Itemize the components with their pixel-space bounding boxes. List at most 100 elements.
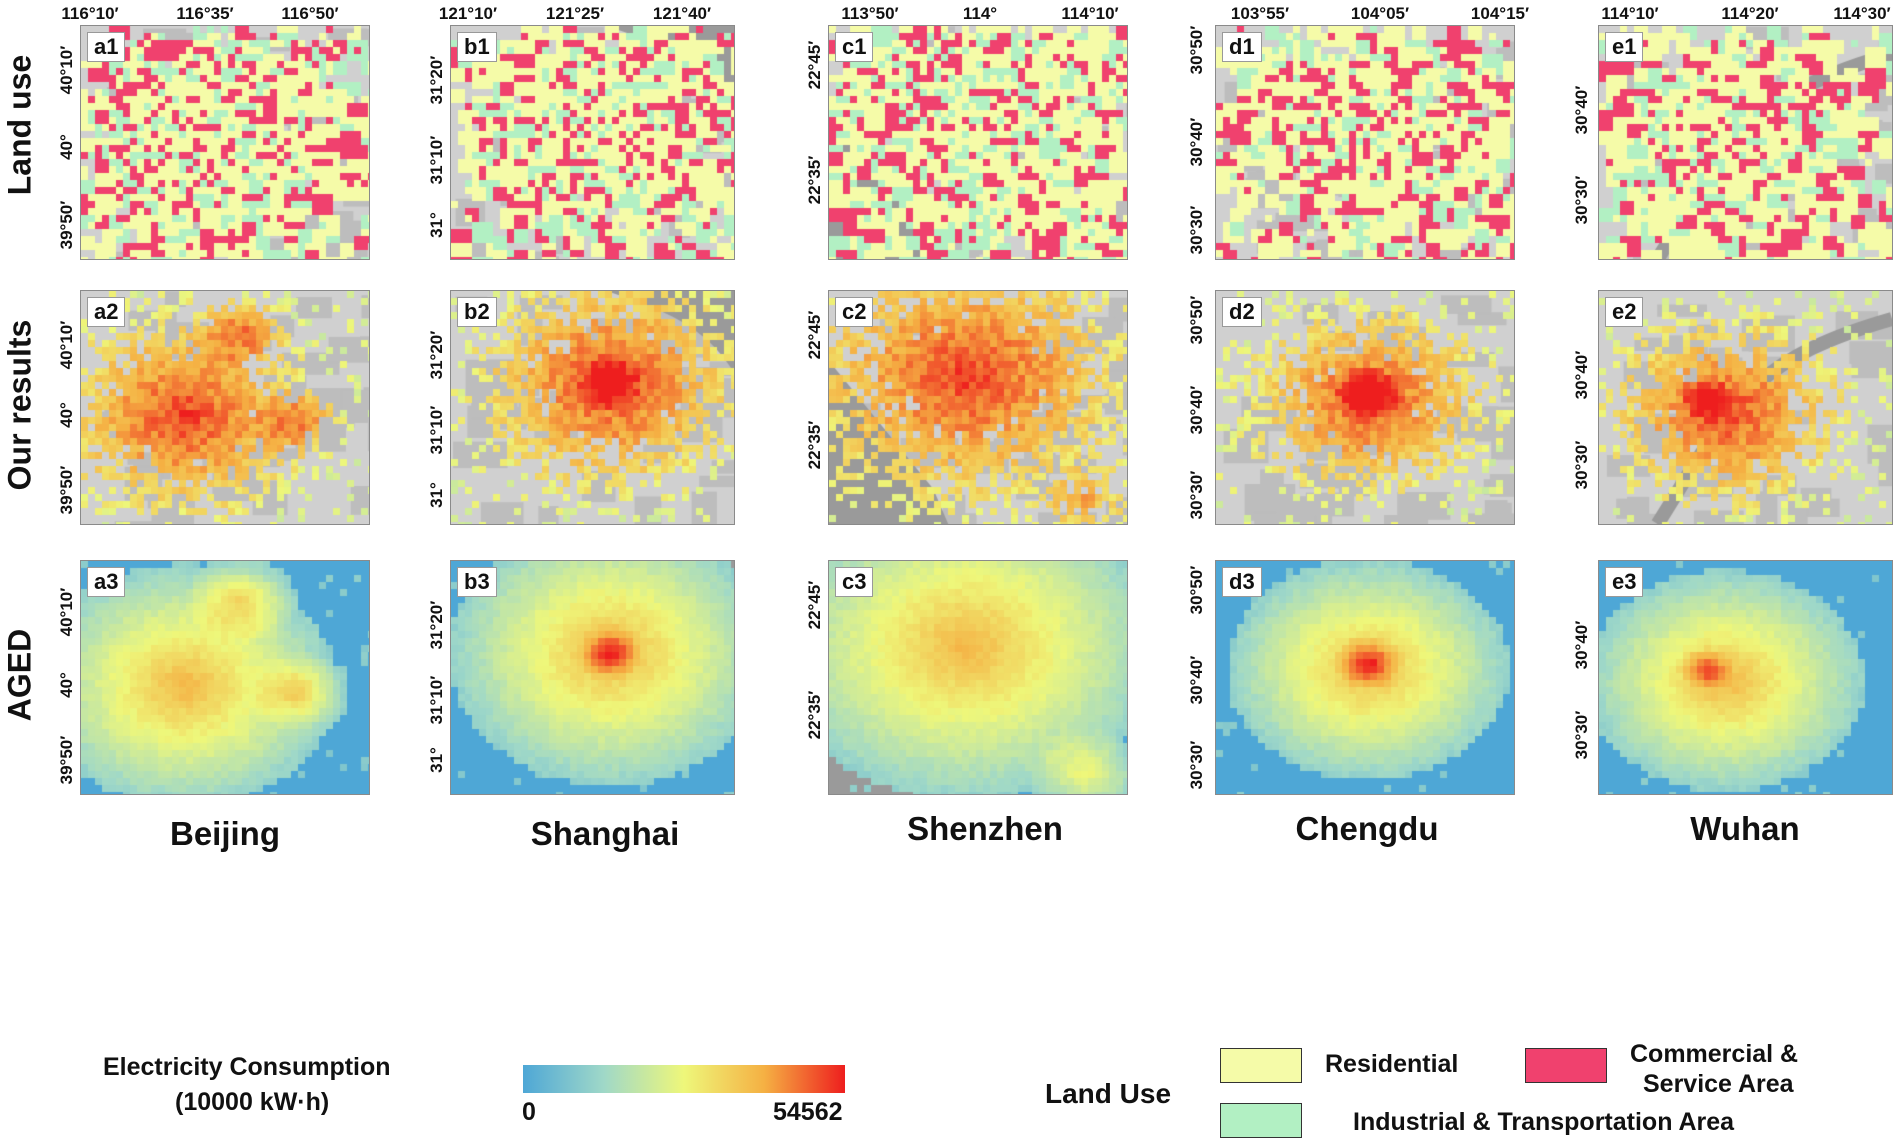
swatch-industrial <box>1220 1103 1302 1138</box>
left-tick-c1-0: 22°45′ <box>805 40 824 90</box>
map-d1-chengdu-land-use: d1 <box>1215 25 1515 260</box>
left-tick-b2-2: 31° <box>427 482 446 508</box>
colorbar-min-label: 0 <box>522 1098 536 1126</box>
left-tick-c1-1: 22°35′ <box>805 155 824 205</box>
map-b1-shanghai-land-use: b1 <box>450 25 735 260</box>
map-e1-wuhan-land-use: e1 <box>1598 25 1893 260</box>
left-tick-a1-2: 39°50′ <box>57 200 76 250</box>
city-label-chengdu: Chengdu <box>1295 810 1439 847</box>
left-tick-b2-1: 31°10′ <box>427 405 446 455</box>
top-tick-d-0: 103°55′ <box>1230 4 1290 23</box>
row-title-aged: AGED <box>1 628 38 722</box>
map-b2-shanghai-our-results: b2 <box>450 290 735 525</box>
panel-label-c2: c2 <box>835 297 874 327</box>
panel-label-d1: d1 <box>1222 32 1262 62</box>
left-tick-a3-0: 40°10′ <box>57 587 76 637</box>
left-tick-a3-2: 39°50′ <box>57 735 76 785</box>
left-tick-e2-1: 30°30′ <box>1572 440 1591 490</box>
left-tick-b3-1: 31°10′ <box>427 675 446 725</box>
panel-label-e2: e2 <box>1605 297 1644 327</box>
left-tick-c3-0: 22°45′ <box>805 580 824 630</box>
legend-electricity-title: Electricity Consumption <box>103 1053 391 1081</box>
map-d2-chengdu-our-results: d2 <box>1215 290 1515 525</box>
left-tick-e3-1: 30°30′ <box>1572 710 1591 760</box>
left-tick-d3-0: 30°50′ <box>1187 565 1206 615</box>
left-tick-d2-1: 30°40′ <box>1187 385 1206 435</box>
panel-label-c3: c3 <box>835 567 874 597</box>
top-tick-d-1: 104°05′ <box>1350 4 1410 23</box>
panel-label-b2: b2 <box>457 297 497 327</box>
swatch-residential <box>1220 1048 1302 1083</box>
panel-label-b3: b3 <box>457 567 497 597</box>
panel-label-e3: e3 <box>1605 567 1644 597</box>
electricity-colorbar <box>523 1065 845 1093</box>
map-e3-wuhan-aged: e3 <box>1598 560 1893 795</box>
row-title-our-results: Our results <box>1 319 38 491</box>
row-title-land-use: Land use <box>1 54 38 196</box>
top-tick-a-0: 116°10′ <box>61 4 119 23</box>
left-tick-d1-2: 30°30′ <box>1187 205 1206 255</box>
left-tick-e2-0: 30°40′ <box>1572 350 1591 400</box>
panel-label-a3: a3 <box>87 567 126 597</box>
top-tick-e-2: 114°30′ <box>1833 4 1891 23</box>
legend-land-use-title: Land Use <box>1045 1078 1172 1109</box>
panel-label-e1: e1 <box>1605 32 1644 62</box>
left-tick-b3-2: 31° <box>427 747 446 773</box>
legend-commercial-label-2: Service Area <box>1643 1070 1794 1098</box>
map-c2-shenzhen-our-results: c2 <box>828 290 1128 525</box>
top-tick-e-1: 114°20′ <box>1721 4 1779 23</box>
left-tick-d3-1: 30°40′ <box>1187 655 1206 705</box>
top-tick-c-2: 114°10′ <box>1061 4 1119 23</box>
left-tick-c2-1: 22°35′ <box>805 420 824 470</box>
legend-electricity-unit: (10000 kW·h) <box>175 1088 330 1116</box>
left-tick-d2-0: 30°50′ <box>1187 295 1206 345</box>
top-tick-c-0: 113°50′ <box>841 4 899 23</box>
city-label-beijing: Beijing <box>169 815 281 852</box>
panel-label-b1: b1 <box>457 32 497 62</box>
top-tick-b-0: 121°10′ <box>438 4 498 23</box>
left-tick-a1-0: 40°10′ <box>57 45 76 95</box>
left-tick-a2-2: 39°50′ <box>57 465 76 515</box>
map-a1-beijing-land-use: a1 <box>80 25 370 260</box>
left-tick-d1-0: 30°50′ <box>1187 25 1206 75</box>
top-tick-e-0: 114°10′ <box>1601 4 1659 23</box>
left-tick-b2-0: 31°20′ <box>427 330 446 380</box>
left-tick-a1-1: 40° <box>57 134 76 160</box>
left-tick-c3-1: 22°35′ <box>805 690 824 740</box>
legend-industrial-label: Industrial & Transportation Area <box>1353 1108 1735 1136</box>
panel-label-c1: c1 <box>835 32 874 62</box>
panel-label-a1: a1 <box>87 32 126 62</box>
left-tick-e1-1: 30°30′ <box>1572 175 1591 225</box>
map-d3-chengdu-aged: d3 <box>1215 560 1515 795</box>
left-tick-b1-2: 31° <box>427 212 446 238</box>
panel-label-a2: a2 <box>87 297 126 327</box>
left-tick-a2-0: 40°10′ <box>57 320 76 370</box>
left-tick-e3-0: 30°40′ <box>1572 620 1591 670</box>
left-tick-e1-0: 30°40′ <box>1572 85 1591 135</box>
city-label-shenzhen: Shenzhen <box>907 810 1063 847</box>
map-c3-shenzhen-aged: c3 <box>828 560 1128 795</box>
left-tick-b1-0: 31°20′ <box>427 55 446 105</box>
city-label-wuhan: Wuhan <box>1690 810 1800 847</box>
left-tick-c2-0: 22°45′ <box>805 310 824 360</box>
left-tick-b3-0: 31°20′ <box>427 600 446 650</box>
legend-commercial-label-1: Commercial & <box>1630 1040 1799 1068</box>
top-tick-c-1: 114° <box>962 4 998 23</box>
colorbar-max-label: 54562 <box>773 1098 843 1126</box>
map-e2-wuhan-our-results: e2 <box>1598 290 1893 525</box>
map-a3-beijing-aged: a3 <box>80 560 370 795</box>
panel-label-d2: d2 <box>1222 297 1262 327</box>
map-c1-shenzhen-land-use: c1 <box>828 25 1128 260</box>
top-tick-a-1: 116°35′ <box>176 4 234 23</box>
swatch-commercial <box>1525 1048 1607 1083</box>
map-b3-shanghai-aged: b3 <box>450 560 735 795</box>
top-tick-d-2: 104°15′ <box>1470 4 1530 23</box>
legend-residential-label: Residential <box>1325 1050 1459 1078</box>
map-a2-beijing-our-results: a2 <box>80 290 370 525</box>
left-tick-d2-2: 30°30′ <box>1187 470 1206 520</box>
left-tick-d1-1: 30°40′ <box>1187 117 1206 167</box>
top-tick-b-2: 121°40′ <box>652 4 712 23</box>
left-tick-a3-1: 40° <box>57 672 76 698</box>
left-tick-a2-1: 40° <box>57 402 76 428</box>
top-tick-a-2: 116°50′ <box>281 4 339 23</box>
